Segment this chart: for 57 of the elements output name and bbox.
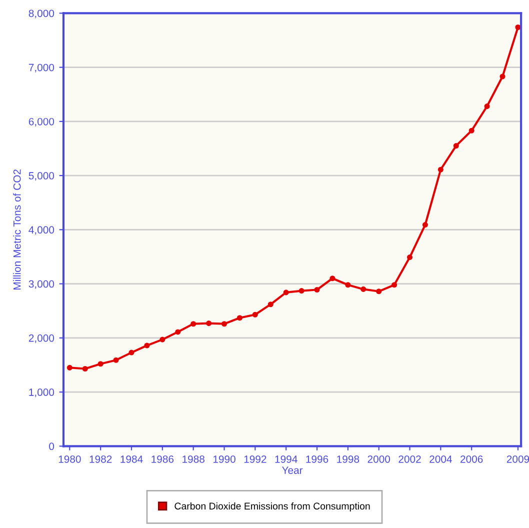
- point: [468, 128, 474, 134]
- x-axis-title: Year: [282, 466, 303, 474]
- y-tick-label: 2,000: [28, 334, 54, 344]
- y-tick-label: 7,000: [28, 64, 54, 72]
- x-tick-label: 1992: [244, 455, 266, 463]
- y-tick-label: 4,000: [28, 226, 54, 235]
- x-tick-label: 1980: [58, 455, 81, 463]
- point: [175, 329, 181, 335]
- point: [113, 357, 119, 363]
- legend-label: Carbon Dioxide Emissions from Consumption: [174, 502, 370, 512]
- x-tick-label: 1984: [120, 455, 143, 463]
- x-tick-label: 2000: [368, 455, 390, 463]
- x-tick-label: 1988: [182, 455, 204, 463]
- x-tick-label: 1994: [275, 455, 298, 463]
- x-tick-label: 1998: [337, 455, 360, 463]
- point: [268, 302, 274, 308]
- y-tick-label: 1,000: [29, 388, 54, 398]
- point: [98, 361, 104, 367]
- point: [406, 254, 413, 260]
- point: [283, 290, 289, 296]
- point: [298, 288, 304, 294]
- point: [422, 222, 428, 228]
- point: [330, 276, 336, 282]
- point: [160, 336, 166, 342]
- y-tick-label: 5,000: [28, 172, 54, 181]
- x-tick-label: 1990: [213, 455, 236, 463]
- x-tick-label: 1986: [152, 455, 174, 463]
- point: [314, 286, 320, 293]
- x-tick-label: 2006: [460, 455, 483, 463]
- y-tick-label: 8,000: [28, 10, 54, 18]
- point: [236, 315, 242, 321]
- point: [252, 312, 258, 318]
- point: [376, 288, 382, 294]
- x-tick-label: 2004: [430, 455, 452, 463]
- point: [144, 342, 150, 348]
- point: [515, 24, 521, 30]
- y-tick-label: 6,000: [28, 118, 54, 127]
- x-tick-label: 1982: [90, 455, 112, 463]
- x-tick-label: 2002: [398, 455, 421, 463]
- y-tick-label: 0: [49, 442, 54, 450]
- point: [438, 166, 444, 172]
- point: [345, 282, 351, 288]
- point: [392, 282, 398, 288]
- x-tick-label: 2009: [506, 455, 529, 463]
- point: [82, 366, 88, 372]
- point: [206, 320, 212, 326]
- point: [190, 321, 196, 327]
- point: [453, 143, 459, 149]
- y-axis-title: Million Metric Tons of CO2: [13, 170, 21, 290]
- point: [360, 286, 366, 292]
- point: [484, 104, 490, 110]
- point: [128, 350, 134, 356]
- point: [500, 74, 506, 80]
- point: [66, 364, 72, 370]
- y-tick-label: 3,000: [28, 280, 54, 289]
- point: [221, 321, 228, 327]
- x-tick-label: 1996: [306, 455, 328, 463]
